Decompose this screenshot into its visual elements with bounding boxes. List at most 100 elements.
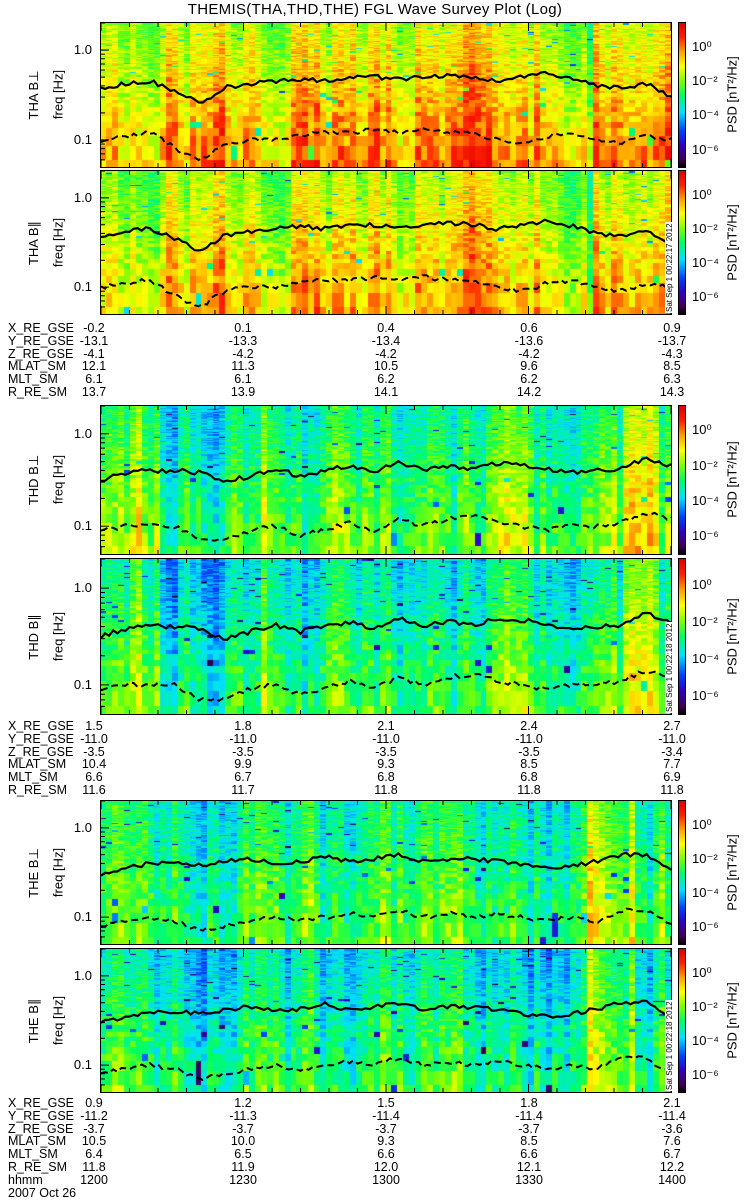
- solid-line-series: [100, 218, 672, 252]
- ephemeris-row-label: MLAT_SM: [8, 1134, 67, 1149]
- y-tick-label: 0.1: [73, 1057, 92, 1073]
- colorbar: [678, 948, 686, 1093]
- ephemeris-value: 7.6: [663, 1134, 681, 1149]
- colorbar-tick-label: 10⁻⁴: [692, 254, 719, 270]
- ephemeris-value: 10.0: [230, 1134, 256, 1149]
- colorbar-tick-label: 10⁻²: [692, 457, 718, 473]
- ephemeris-value: -4.2: [518, 346, 540, 361]
- line-overlay: [100, 22, 672, 167]
- ephemeris-value: 1230: [229, 1172, 257, 1187]
- ephemeris-value: 11.8: [82, 1160, 106, 1174]
- colorbar: [678, 558, 686, 715]
- ephemeris-row-label: Y_RE_GSE: [8, 333, 75, 348]
- ephemeris-value: 9.3: [377, 757, 395, 772]
- ephemeris-value: -3.5: [375, 744, 397, 759]
- ephemeris-value: 9.3: [377, 1134, 395, 1149]
- ephemeris-value: 11.8: [660, 783, 684, 797]
- ephemeris-row-label: R_RE_SM: [8, 385, 68, 399]
- ephemeris-row-label: R_RE_SM: [8, 783, 68, 797]
- ephemeris-value: -13.1: [79, 333, 109, 348]
- ephemeris-value: 9.6: [520, 359, 538, 374]
- colorbar-label: PSD [nT²/Hz]: [724, 203, 740, 281]
- ephemeris-value: 8.5: [520, 757, 538, 772]
- colorbar-tick-label: 10⁻⁴: [692, 493, 719, 509]
- ephemeris-value: -11.4: [372, 1108, 400, 1123]
- line-overlay: [100, 948, 672, 1092]
- colorbar-tick-label: 10⁻⁶: [692, 528, 719, 544]
- y-tick-label: 1.0: [73, 967, 92, 983]
- y-tick-label: 0.1: [73, 279, 92, 295]
- colorbar: [678, 405, 686, 555]
- colorbar: [678, 22, 686, 168]
- ephemeris-value: 7.7: [663, 757, 681, 772]
- colorbar-tick-label: 10⁻⁴: [692, 1032, 719, 1048]
- ephemeris-value: 11.8: [517, 783, 541, 797]
- panel-label: THD B⊥: [26, 454, 41, 506]
- colorbar-tick-label: 10⁻²: [692, 73, 718, 89]
- colorbar-tick-label: 10⁰: [692, 422, 712, 438]
- colorbar-tick-label: 10⁻⁴: [692, 107, 719, 123]
- timestamp-stamp: Sat Sep 1 00:22:18 2012: [665, 622, 674, 713]
- ephemeris-value: 1400: [658, 1172, 686, 1187]
- colorbar-label: PSD [nT²/Hz]: [724, 981, 740, 1059]
- ephemeris-value: 6.1: [234, 372, 252, 387]
- colorbar-tick-label: 10⁻²: [692, 850, 718, 866]
- ephemeris-value: -3.4: [661, 744, 683, 759]
- spectrogram-heatmap: [101, 406, 671, 554]
- colorbar-tick-label: 10⁰: [692, 964, 712, 980]
- colorbar-tick-label: 10⁰: [692, 38, 712, 54]
- y-tick-label: 1.0: [73, 42, 92, 58]
- colorbar-tick-label: 10⁻⁴: [692, 884, 719, 900]
- ephemeris-value: 1300: [372, 1172, 400, 1187]
- line-overlay: [100, 170, 672, 314]
- ephemeris-row-label: X_RE_GSE: [8, 719, 75, 733]
- colorbar-label: PSD [nT²/Hz]: [724, 441, 740, 518]
- ephemeris-value: 6.7: [234, 770, 252, 785]
- ephemeris-value: 2.1: [377, 719, 395, 733]
- plot-title: THEMIS(THA,THD,THE) FGL Wave Survey Plot…: [187, 1, 563, 18]
- ephemeris-value: 12.0: [373, 1160, 399, 1174]
- ephemeris-value: -3.7: [375, 1121, 397, 1136]
- ephemeris-value: -3.5: [83, 744, 105, 759]
- ephemeris-value: -13.4: [371, 333, 401, 348]
- dashed-line-series: [100, 907, 672, 932]
- colorbar-label: PSD [nT²/Hz]: [724, 56, 740, 133]
- ephemeris-value: -4.1: [83, 346, 105, 361]
- colorbar-tick-label: 10⁻⁶: [692, 918, 719, 934]
- solid-line-series: [100, 70, 672, 104]
- y-tick-label: 1.0: [73, 819, 92, 835]
- y-axis-label: freq [Hz]: [50, 69, 66, 120]
- ephemeris-value: 6.1: [85, 372, 103, 387]
- line-overlay: [100, 800, 672, 944]
- ephemeris-row-label: X_RE_GSE: [8, 1096, 75, 1110]
- colorbar-tick-label: 10⁻²: [692, 998, 718, 1014]
- timestamp-stamp: Sat Sep 1 00:22:18 2012: [665, 1000, 674, 1091]
- ephemeris-value: -13.6: [514, 333, 544, 348]
- ephemeris-value: 6.6: [377, 1147, 395, 1162]
- y-axis-label: freq [Hz]: [50, 611, 66, 661]
- ephemeris-value: 11.7: [231, 783, 255, 797]
- ephemeris-value: 1.5: [377, 1096, 395, 1110]
- ephemeris-value: 0.1: [234, 321, 252, 335]
- ephemeris-row-label: R_RE_SM: [8, 1160, 68, 1174]
- ephemeris-value: 0.9: [85, 1096, 103, 1110]
- ephemeris-value: 12.1: [516, 1160, 542, 1174]
- ephemeris-value: -3.5: [232, 744, 254, 759]
- ephemeris-value: -11.3: [229, 1108, 257, 1123]
- ephemeris-row-label: Z_RE_GSE: [8, 346, 74, 361]
- ephemeris-value: 6.7: [663, 1147, 681, 1162]
- colorbar-tick-label: 10⁻²: [692, 613, 718, 629]
- ephemeris-row-label: MLAT_SM: [8, 359, 67, 374]
- ephemeris-value: 2.7: [663, 719, 681, 733]
- ephemeris-value: 11.3: [231, 359, 255, 374]
- y-axis-label: freq [Hz]: [50, 995, 66, 1045]
- colorbar-label: PSD [nT²/Hz]: [724, 833, 740, 911]
- colorbar-tick-label: 10⁻⁶: [692, 288, 719, 304]
- ephemeris-value: 1.5: [85, 719, 103, 733]
- ephemeris-value: 6.2: [377, 372, 395, 387]
- ephemeris-value: 6.9: [663, 770, 681, 785]
- ephemeris-value: 6.2: [520, 372, 538, 387]
- spectrogram-panel-tha-perp: [100, 22, 672, 168]
- colorbar-tick-label: 10⁰: [692, 576, 712, 592]
- colorbar-tick-label: 10⁻⁴: [692, 650, 719, 666]
